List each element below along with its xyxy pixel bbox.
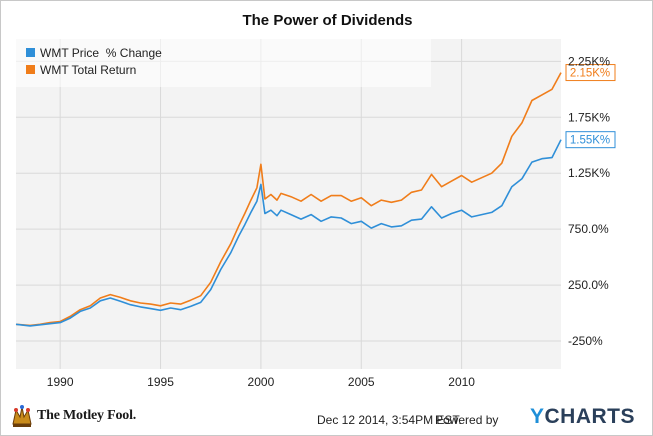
- ycharts-logo-text: CHARTS: [544, 405, 636, 428]
- plot-area: [16, 39, 561, 369]
- x-tick-label: 2010: [448, 375, 475, 389]
- brand-name: The Motley Fool.: [37, 408, 137, 423]
- price-end-label-box: [565, 131, 616, 149]
- legend-background: [16, 39, 431, 87]
- legend-swatch-price: [26, 48, 35, 57]
- series-lines: [15, 72, 562, 327]
- y-tick-label: 1.25K%: [568, 166, 610, 180]
- total-return-end-label: 2.15K%: [570, 68, 610, 80]
- timestamp: Dec 12 2014, 3:54PM EST.: [317, 413, 462, 427]
- jester-hat-icon: [12, 405, 32, 427]
- end-value-labels: 1.55K% 2.15K%: [565, 64, 616, 149]
- x-axis-ticks: 1990 1995 2000 2005 2010: [47, 375, 475, 389]
- price-end-label: 1.55K%: [570, 135, 610, 147]
- ycharts-logo[interactable]: YCHARTS: [530, 405, 635, 429]
- footer: The Motley Fool. Dec 12 2014, 3:54PM EST…: [1, 399, 653, 436]
- x-tick-label: 2005: [348, 375, 375, 389]
- horizontal-gridlines: [16, 60, 561, 342]
- legend: WMT Price % Change WMT Total Return: [26, 46, 162, 77]
- legend-label-price: WMT Price % Change: [40, 46, 162, 60]
- legend-swatch-total-return: [26, 65, 35, 74]
- y-tick-label: 250.0%: [568, 278, 609, 292]
- y-tick-label: -250%: [568, 334, 603, 348]
- motley-fool-logo[interactable]: The Motley Fool.: [11, 401, 136, 431]
- x-tick-label: 1990: [47, 375, 74, 389]
- powered-by-label: Powered by: [435, 413, 499, 427]
- ycharts-logo-y: Y: [530, 405, 545, 428]
- vertical-gridlines: [59, 39, 463, 369]
- legend-label-total-return: WMT Total Return: [40, 63, 136, 77]
- total-return-end-label-box: [565, 64, 616, 82]
- y-axis-ticks: -250% 250.0% 750.0% 1.25K% 1.75K% 2.25K%: [568, 54, 610, 348]
- y-tick-label: 2.25K%: [568, 54, 610, 68]
- wmt-price-line: [15, 139, 562, 327]
- wmt-total-return-line: [15, 72, 562, 327]
- y-tick-label: 1.75K%: [568, 110, 610, 124]
- chart-title: The Power of Dividends: [242, 12, 413, 29]
- y-tick-label: 750.0%: [568, 222, 609, 236]
- x-tick-label: 1995: [147, 375, 174, 389]
- x-tick-label: 2000: [248, 375, 275, 389]
